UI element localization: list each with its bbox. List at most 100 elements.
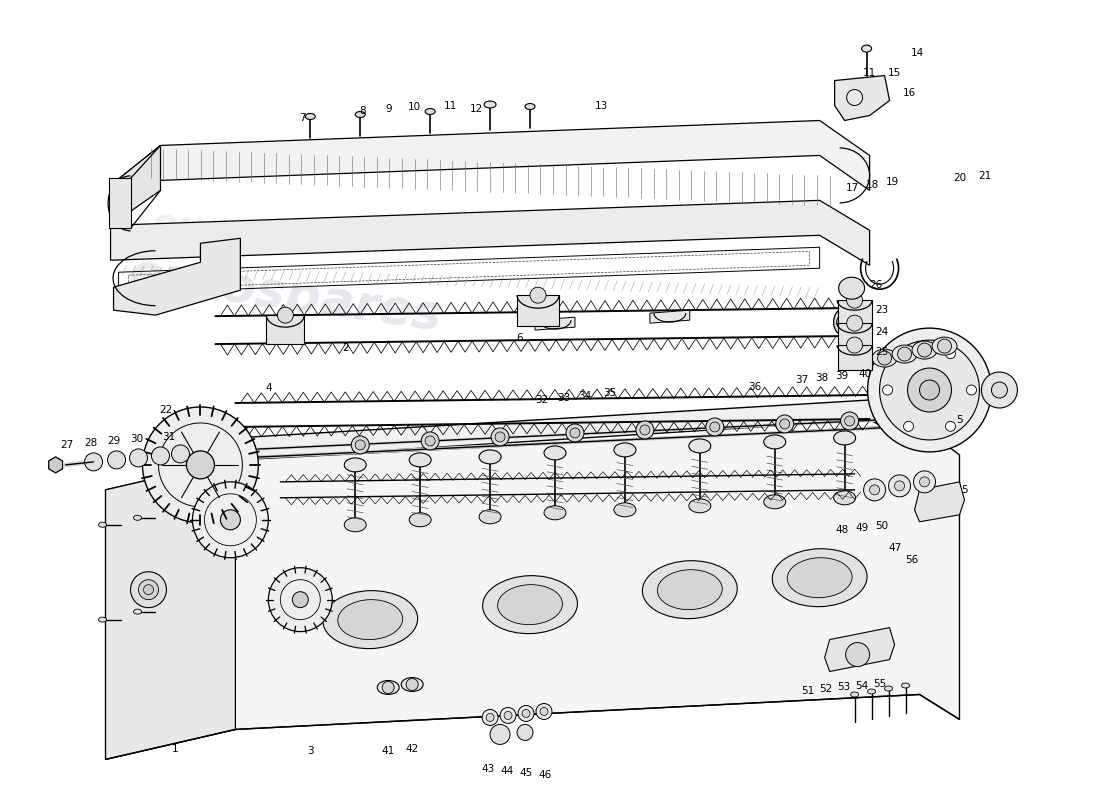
Circle shape xyxy=(920,477,929,487)
Text: 9: 9 xyxy=(385,103,392,114)
Text: 54: 54 xyxy=(855,681,868,690)
Circle shape xyxy=(566,424,584,442)
Circle shape xyxy=(139,580,158,600)
Circle shape xyxy=(536,703,552,719)
Circle shape xyxy=(143,407,258,522)
Circle shape xyxy=(946,349,956,358)
Ellipse shape xyxy=(338,600,403,640)
Circle shape xyxy=(991,382,1008,398)
Circle shape xyxy=(518,706,534,722)
Ellipse shape xyxy=(614,443,636,457)
Circle shape xyxy=(517,725,534,741)
Text: 32: 32 xyxy=(536,395,549,405)
Ellipse shape xyxy=(912,341,937,359)
Ellipse shape xyxy=(772,549,867,606)
Circle shape xyxy=(868,328,991,452)
Ellipse shape xyxy=(763,495,785,509)
Ellipse shape xyxy=(689,499,711,513)
Ellipse shape xyxy=(884,686,892,691)
Circle shape xyxy=(710,422,719,432)
Text: 53: 53 xyxy=(837,682,850,693)
Text: 34: 34 xyxy=(579,391,592,401)
Circle shape xyxy=(847,337,862,353)
Text: 46: 46 xyxy=(538,770,551,780)
Text: 30: 30 xyxy=(130,434,143,444)
Ellipse shape xyxy=(525,103,535,110)
Circle shape xyxy=(495,432,505,442)
Text: euro: euro xyxy=(148,205,253,256)
Text: 35: 35 xyxy=(603,388,616,398)
Text: 18: 18 xyxy=(866,180,879,190)
Text: 11: 11 xyxy=(443,101,456,110)
Text: 17: 17 xyxy=(846,183,859,194)
Ellipse shape xyxy=(544,446,566,460)
Circle shape xyxy=(426,436,436,446)
Text: 19: 19 xyxy=(886,178,899,187)
Circle shape xyxy=(870,485,880,495)
Circle shape xyxy=(920,380,939,400)
Text: 28: 28 xyxy=(84,438,97,448)
Ellipse shape xyxy=(355,111,365,118)
Circle shape xyxy=(981,372,1018,408)
Circle shape xyxy=(636,421,653,439)
Circle shape xyxy=(917,343,932,357)
Text: 41: 41 xyxy=(382,746,395,756)
Circle shape xyxy=(780,419,790,429)
Ellipse shape xyxy=(409,513,431,526)
Text: 43: 43 xyxy=(482,764,495,774)
Text: 39: 39 xyxy=(835,371,848,381)
Text: 10: 10 xyxy=(408,102,420,111)
Polygon shape xyxy=(113,238,241,315)
Circle shape xyxy=(837,314,852,330)
Circle shape xyxy=(500,707,516,723)
Circle shape xyxy=(640,425,650,435)
Text: 12: 12 xyxy=(470,103,483,114)
Text: 49: 49 xyxy=(855,522,868,533)
Text: 26: 26 xyxy=(869,280,882,290)
Text: 8: 8 xyxy=(359,106,365,115)
Ellipse shape xyxy=(763,435,785,449)
Circle shape xyxy=(878,351,892,365)
Polygon shape xyxy=(235,400,920,460)
Text: 4: 4 xyxy=(265,383,272,393)
Ellipse shape xyxy=(834,491,856,505)
Ellipse shape xyxy=(932,337,957,355)
Circle shape xyxy=(847,315,862,331)
Circle shape xyxy=(706,418,724,436)
Text: 1: 1 xyxy=(173,744,179,754)
Ellipse shape xyxy=(133,515,142,520)
Ellipse shape xyxy=(788,558,853,598)
Ellipse shape xyxy=(689,439,711,453)
Text: 45: 45 xyxy=(519,768,532,778)
Ellipse shape xyxy=(902,683,910,688)
Text: 31: 31 xyxy=(162,432,175,442)
Ellipse shape xyxy=(497,585,562,625)
Circle shape xyxy=(406,678,418,690)
Text: 33: 33 xyxy=(558,393,571,403)
Text: 5: 5 xyxy=(956,415,962,425)
Circle shape xyxy=(880,340,979,440)
Text: 37: 37 xyxy=(795,375,808,385)
Circle shape xyxy=(570,428,580,438)
Ellipse shape xyxy=(409,453,431,467)
Circle shape xyxy=(776,415,794,433)
Circle shape xyxy=(108,451,125,469)
Polygon shape xyxy=(835,75,890,121)
Text: 51: 51 xyxy=(801,686,814,697)
Ellipse shape xyxy=(834,431,856,445)
Polygon shape xyxy=(650,310,690,323)
Circle shape xyxy=(268,568,332,631)
Ellipse shape xyxy=(322,590,418,649)
Text: 13: 13 xyxy=(595,101,608,110)
Ellipse shape xyxy=(377,681,399,694)
Polygon shape xyxy=(837,323,871,348)
Circle shape xyxy=(840,412,859,430)
Polygon shape xyxy=(109,178,131,228)
Text: 25: 25 xyxy=(874,347,888,357)
Text: 6: 6 xyxy=(517,333,524,343)
Text: 3: 3 xyxy=(307,746,314,756)
Ellipse shape xyxy=(402,678,424,691)
Circle shape xyxy=(504,711,512,719)
Polygon shape xyxy=(111,146,161,226)
Polygon shape xyxy=(914,482,965,522)
